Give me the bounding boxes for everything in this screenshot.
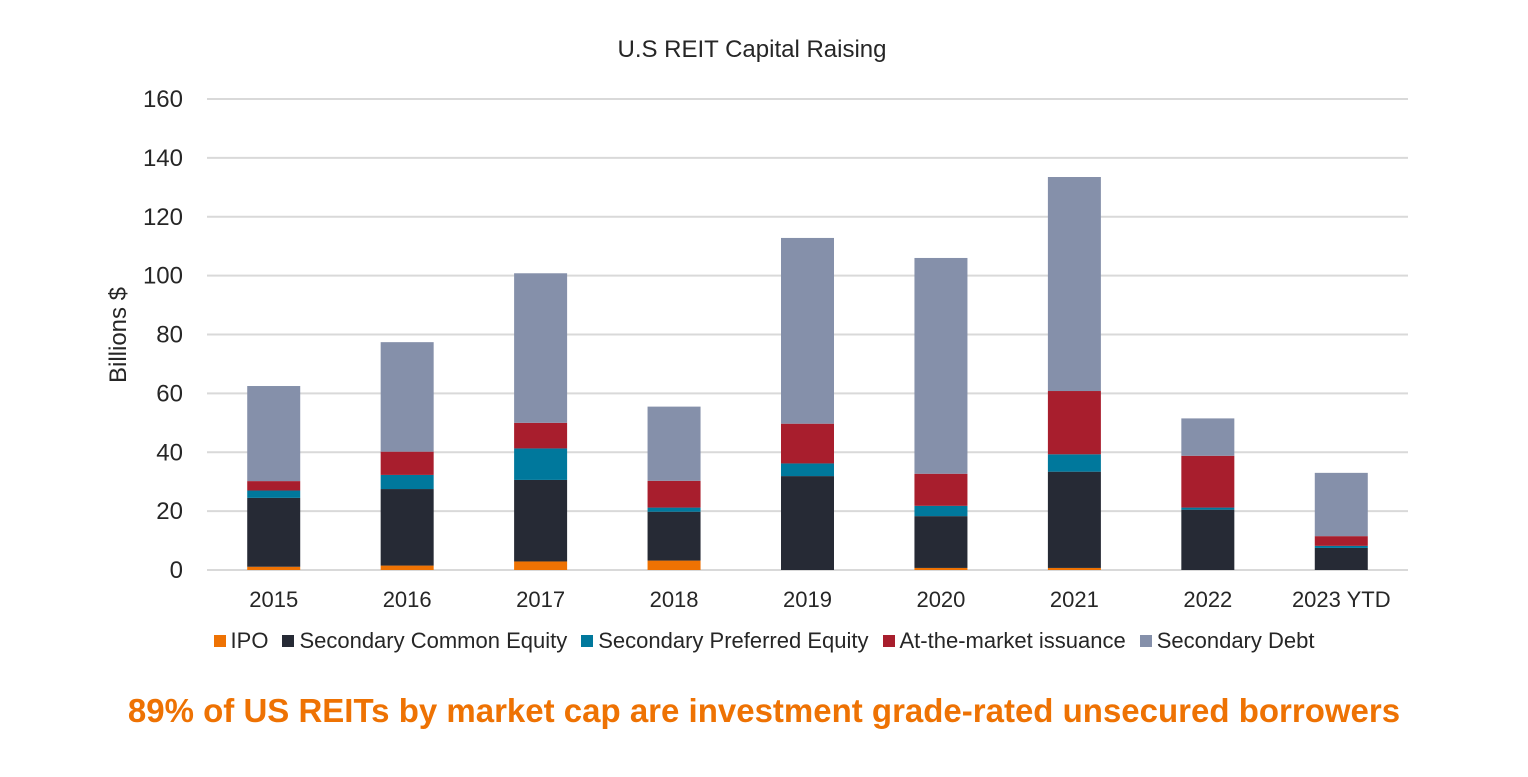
legend-swatch bbox=[1139, 635, 1152, 647]
bar-segment-at-the-market-issuance bbox=[1047, 391, 1101, 455]
bar-segment-at-the-market-issuance bbox=[1181, 455, 1235, 508]
bar-segment-ipo bbox=[1047, 567, 1101, 570]
bar-segment-at-the-market-issuance bbox=[514, 422, 568, 449]
bar-stack-2020 bbox=[914, 257, 968, 570]
bar-segment-secondary-common-equity bbox=[514, 479, 568, 562]
bar-stack-2018 bbox=[647, 406, 701, 570]
legend-swatch bbox=[882, 635, 895, 647]
bar-stack-2021 bbox=[1047, 177, 1101, 570]
bar-segment-secondary-debt bbox=[647, 406, 701, 481]
y-axis-label: Billions $ bbox=[105, 287, 132, 383]
bar-segment-secondary-common-equity bbox=[1181, 509, 1235, 570]
x-tick-label: 2015 bbox=[249, 587, 298, 612]
legend-item: Secondary Preferred Equity bbox=[581, 628, 869, 654]
x-tick-label: 2019 bbox=[783, 587, 832, 612]
bar-segment-ipo bbox=[514, 561, 568, 570]
bar-segment-secondary-preferred-equity bbox=[380, 474, 434, 490]
x-tick-label: 2016 bbox=[383, 587, 432, 612]
bar-segment-secondary-debt bbox=[914, 257, 968, 474]
bar-stack-2019 bbox=[781, 237, 834, 570]
legend: IPO Secondary Common Equity Secondary Pref… bbox=[0, 628, 1528, 654]
legend-swatch bbox=[581, 635, 594, 647]
bar-stack-2016 bbox=[380, 342, 434, 570]
legend-swatch bbox=[282, 635, 295, 647]
bar-segment-secondary-common-equity bbox=[1314, 547, 1368, 570]
chart: U.S REIT Capital Raising 0 20 40 60 80 100 120… bbox=[105, 36, 1408, 612]
x-tick-label: 2018 bbox=[650, 587, 699, 612]
bar-segment-ipo bbox=[247, 566, 301, 570]
bar-segment-secondary-preferred-equity bbox=[247, 490, 301, 498]
bar-segment-secondary-preferred-equity bbox=[514, 448, 568, 480]
bar-segment-secondary-common-equity bbox=[247, 497, 301, 567]
legend-item: Secondary Common Equity bbox=[282, 628, 567, 654]
bar-segment-secondary-debt bbox=[781, 237, 834, 424]
bar-segment-secondary-preferred-equity bbox=[1181, 507, 1235, 510]
bar-stack-2017 bbox=[514, 273, 568, 570]
bar-segment-secondary-common-equity bbox=[1047, 471, 1101, 568]
bar-segment-ipo bbox=[914, 567, 968, 570]
bar-segment-secondary-preferred-equity bbox=[914, 505, 968, 517]
y-tick-label: 120 bbox=[143, 204, 183, 231]
y-tick-label: 80 bbox=[156, 322, 183, 349]
chart-title: U.S REIT Capital Raising bbox=[618, 36, 887, 63]
bar-stack-2022 bbox=[1181, 418, 1235, 570]
x-tick-label: 2023 YTD bbox=[1292, 587, 1391, 612]
bar-segment-secondary-preferred-equity bbox=[1047, 454, 1101, 472]
bar-segment-secondary-debt bbox=[514, 273, 568, 423]
bar-segment-ipo bbox=[647, 560, 701, 570]
bar-segment-at-the-market-issuance bbox=[647, 480, 701, 508]
bar-segment-secondary-debt bbox=[380, 342, 434, 452]
y-tick-label: 60 bbox=[156, 380, 183, 407]
bar-segment-secondary-common-equity bbox=[647, 511, 701, 561]
bar-segment-secondary-debt bbox=[1047, 177, 1101, 392]
bar-segment-secondary-preferred-equity bbox=[781, 463, 834, 477]
bar-segment-secondary-preferred-equity bbox=[1314, 545, 1368, 548]
legend-item: At-the-market issuance bbox=[882, 628, 1126, 654]
bar-segment-secondary-debt bbox=[247, 386, 301, 482]
bar-segment-ipo bbox=[380, 565, 434, 570]
y-axis-ticks: 0 20 40 60 80 100 120 140 160 bbox=[143, 86, 183, 584]
bar-segment-secondary-common-equity bbox=[781, 476, 834, 570]
bar-segment-secondary-common-equity bbox=[914, 516, 968, 568]
legend-label: IPO bbox=[230, 628, 269, 653]
x-tick-label: 2020 bbox=[916, 587, 965, 612]
bars bbox=[247, 177, 1368, 570]
bar-segment-at-the-market-issuance bbox=[781, 423, 834, 464]
bar-segment-secondary-debt bbox=[1314, 472, 1368, 537]
legend-item: Secondary Debt bbox=[1139, 628, 1315, 654]
x-tick-label: 2021 bbox=[1050, 587, 1099, 612]
y-tick-label: 100 bbox=[143, 263, 183, 290]
y-tick-label: 20 bbox=[156, 498, 183, 525]
bar-segment-at-the-market-issuance bbox=[380, 451, 434, 475]
x-axis-ticks: 2015 2016 2017 2018 2019 2020 2021 2022 2023 YTD bbox=[249, 587, 1390, 612]
bar-segment-secondary-common-equity bbox=[380, 489, 434, 566]
bar-segment-at-the-market-issuance bbox=[1314, 536, 1368, 546]
x-tick-label: 2022 bbox=[1183, 587, 1232, 612]
bar-segment-secondary-debt bbox=[1181, 418, 1235, 456]
y-tick-label: 160 bbox=[143, 86, 183, 113]
y-tick-label: 140 bbox=[143, 145, 183, 172]
bar-segment-at-the-market-issuance bbox=[914, 473, 968, 506]
legend-label: Secondary Common Equity bbox=[299, 628, 568, 653]
x-tick-label: 2017 bbox=[516, 587, 565, 612]
bar-segment-secondary-preferred-equity bbox=[647, 507, 701, 512]
bar-stack-2015 bbox=[247, 386, 301, 570]
legend-label: Secondary Debt bbox=[1156, 628, 1315, 653]
legend-item: IPO bbox=[213, 628, 269, 654]
bar-stack-2023-ytd bbox=[1314, 472, 1368, 570]
footer-note: 89% of US REITs by market cap are invest… bbox=[127, 692, 1401, 729]
legend-label: Secondary Preferred Equity bbox=[598, 628, 869, 653]
legend-swatch bbox=[213, 635, 226, 647]
y-tick-label: 40 bbox=[156, 439, 183, 466]
y-tick-label: 0 bbox=[170, 557, 183, 584]
legend-label: At-the-market issuance bbox=[899, 628, 1126, 653]
bar-segment-at-the-market-issuance bbox=[247, 481, 301, 491]
